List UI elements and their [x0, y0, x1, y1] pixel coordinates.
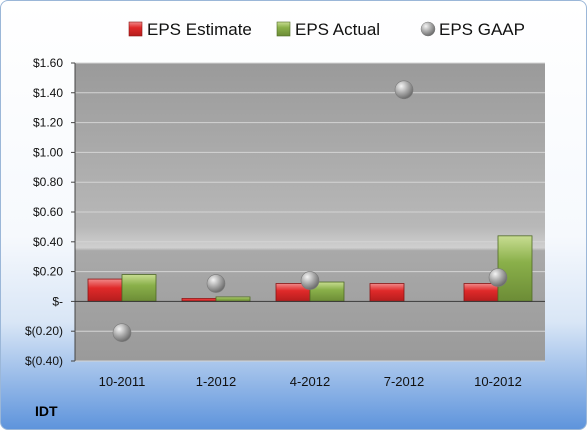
y-tick-label: $1.00 — [33, 145, 63, 159]
eps-gaap-marker — [206, 274, 226, 293]
eps-estimate-bar — [369, 283, 405, 302]
legend-swatch-gaap — [420, 21, 436, 37]
eps-gaap-marker — [112, 323, 132, 342]
x-tick-label: 10-2011 — [99, 374, 146, 389]
x-tick-label: 10-2012 — [474, 374, 522, 389]
eps-actual-bar — [215, 296, 251, 302]
eps-estimate-bar — [87, 278, 123, 302]
y-tick-label: $0.20 — [33, 265, 63, 279]
eps-estimate-bar — [463, 283, 499, 302]
y-tick-label: $(0.20) — [25, 324, 63, 338]
y-tick-label: $1.20 — [33, 116, 63, 130]
eps-gaap-marker — [394, 80, 414, 100]
legend-label: EPS Estimate — [147, 20, 252, 39]
eps-gaap-marker — [300, 271, 320, 290]
y-tick-label: $1.40 — [33, 86, 63, 100]
y-tick-label: $1.60 — [33, 56, 63, 70]
y-tick-label: $- — [52, 294, 63, 308]
y-tick-labels: $1.60 $1.40 $1.20 $1.00 $0.80 $0.60 $0.40 $0.20… — [25, 56, 75, 368]
x-tick-label: 7-2012 — [384, 374, 424, 389]
y-tick-label: $0.80 — [33, 175, 63, 189]
y-tick-label: $0.40 — [33, 235, 63, 249]
y-tick-label: $0.60 — [33, 205, 63, 219]
legend-label: EPS Actual — [295, 20, 380, 39]
chart-marks — [87, 80, 533, 342]
x-tick-label: 4-2012 — [290, 374, 330, 389]
legend-item: EPS GAAP — [420, 20, 525, 39]
legend-item: EPS Estimate — [128, 20, 252, 39]
ticker-label: IDT — [35, 403, 58, 419]
eps-actual-bar — [497, 235, 533, 302]
eps-actual-bar — [121, 274, 157, 302]
legend-item: EPS Actual — [276, 20, 380, 39]
eps-gaap-marker — [488, 268, 508, 287]
legend-swatch-estimate — [128, 21, 143, 37]
legend-label: EPS GAAP — [439, 20, 525, 39]
y-tick-label: $(0.40) — [25, 354, 63, 368]
x-tick-label: 1-2012 — [196, 374, 236, 389]
legend: EPS Estimate EPS Actual EPS GAAP — [128, 20, 525, 39]
x-tick-labels: 10-2011 1-2012 4-2012 7-2012 10-2012 — [99, 374, 522, 389]
legend-swatch-actual — [276, 21, 291, 37]
